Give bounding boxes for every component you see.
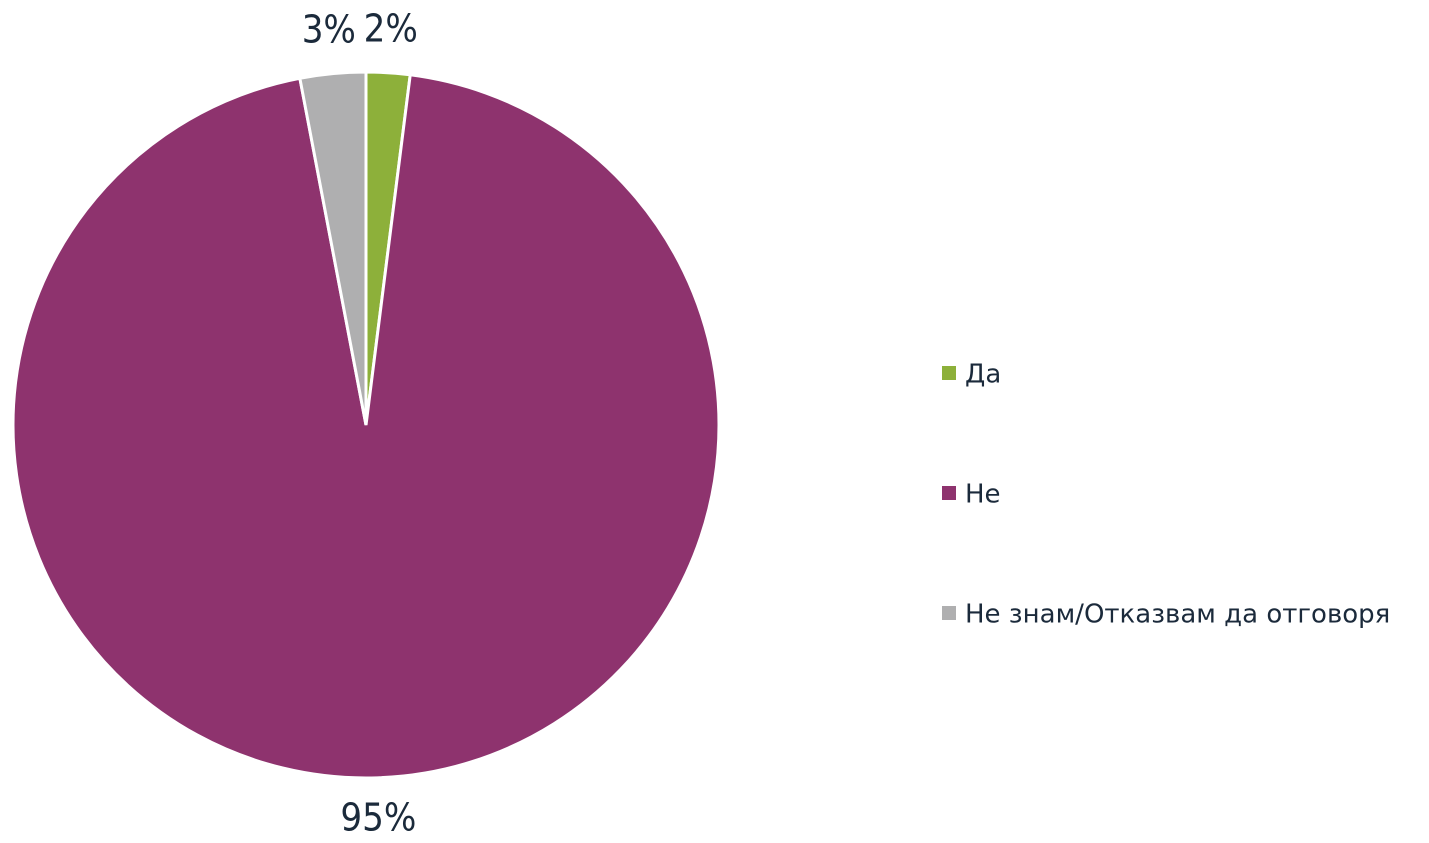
legend-label: Да bbox=[965, 360, 1001, 390]
data-label: 3% bbox=[302, 7, 356, 51]
legend-swatch bbox=[942, 486, 956, 500]
legend-label: Не знам/Отказвам да отговоря bbox=[965, 600, 1390, 630]
data-label: 95% bbox=[340, 795, 416, 839]
legend-label: Не bbox=[965, 480, 1001, 510]
pie-slice bbox=[298, 70, 368, 426]
legend-swatch bbox=[942, 366, 956, 380]
pie-slice bbox=[11, 73, 721, 780]
legend-swatch bbox=[942, 606, 956, 620]
data-label: 2% bbox=[364, 6, 418, 50]
